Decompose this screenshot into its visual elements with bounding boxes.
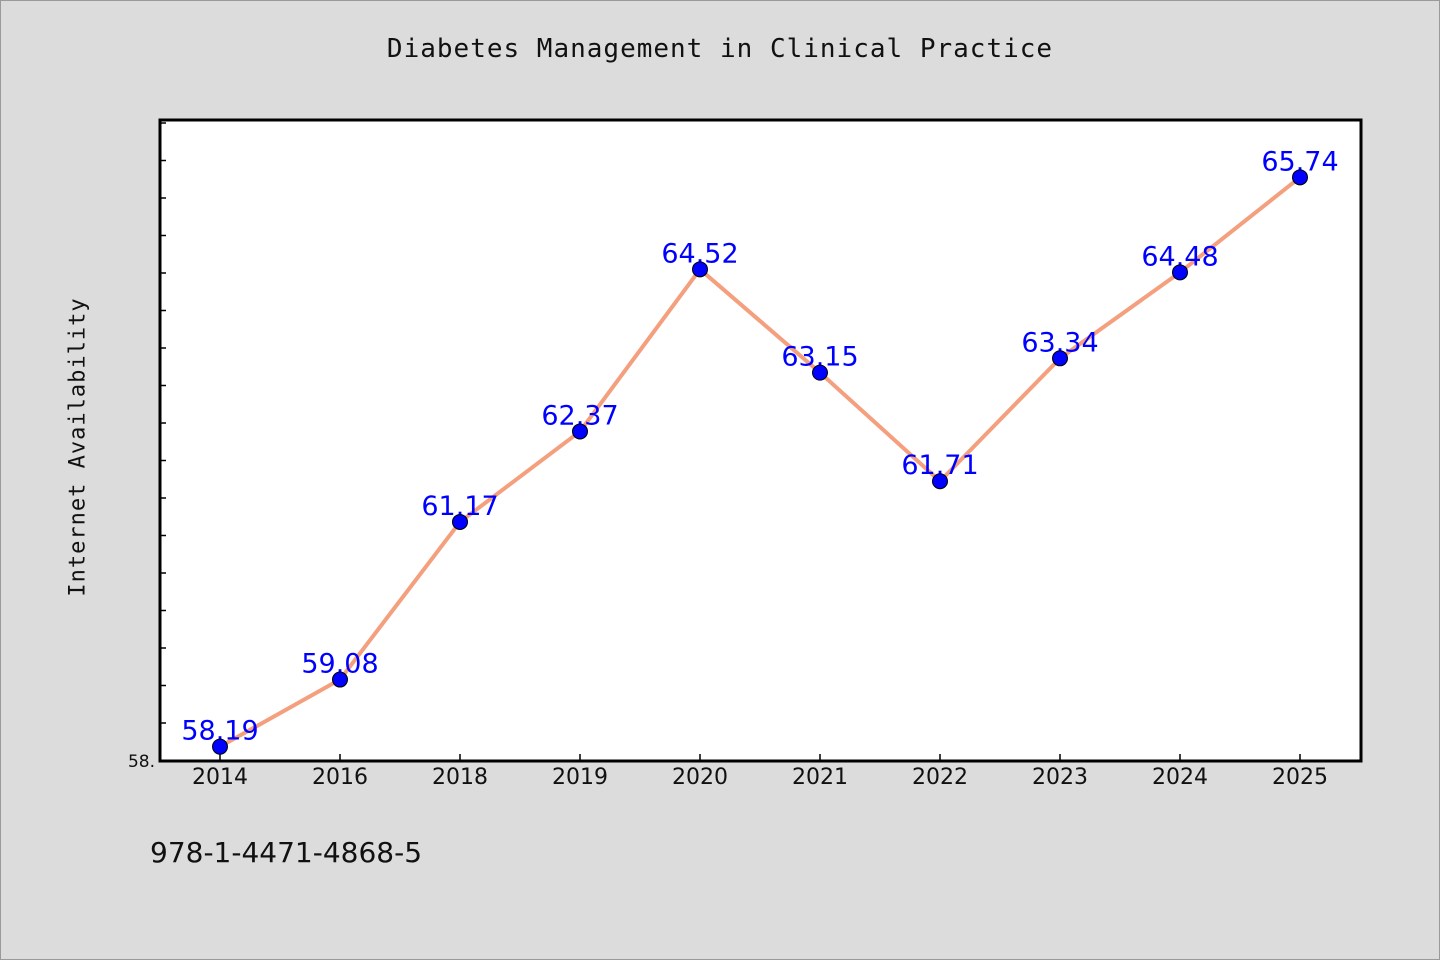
- series-layer: 58.1959.0861.1762.3764.5263.1561.7163.34…: [181, 146, 1339, 755]
- series-line: [219, 175, 1302, 749]
- x-tick-label: 2025: [1272, 765, 1328, 790]
- y-tick-label: 58.: [128, 752, 155, 772]
- x-tick-label: 2020: [672, 765, 728, 790]
- data-point: [692, 261, 708, 278]
- isbn-text: 978-1-4471-4868-5: [150, 836, 423, 869]
- x-tick-label: 2016: [312, 765, 368, 790]
- x-tick-label: 2019: [552, 765, 608, 790]
- data-point: [572, 423, 588, 440]
- data-point: [452, 513, 468, 530]
- y-axis-ticks: 58.: [128, 122, 166, 772]
- chart-title: Diabetes Management in Clinical Practice: [386, 34, 1054, 64]
- data-point: [332, 671, 348, 688]
- x-tick-label: 2023: [1032, 765, 1088, 790]
- x-axis: 2014 2016 2018 2019 2020 2021 2022 2023 2024 2025: [192, 754, 1328, 790]
- x-tick-label: 2024: [1152, 765, 1208, 790]
- x-tick-label: 2022: [912, 765, 968, 790]
- x-tick-label: 2014: [192, 765, 248, 790]
- data-point: [1292, 169, 1308, 186]
- data-point: [1052, 350, 1068, 367]
- data-point: [932, 473, 948, 490]
- x-tick-label: 2018: [432, 765, 488, 790]
- data-point: [1172, 264, 1188, 281]
- data-point: [812, 364, 828, 381]
- x-tick-label: 2021: [792, 765, 848, 790]
- data-point: [212, 738, 228, 755]
